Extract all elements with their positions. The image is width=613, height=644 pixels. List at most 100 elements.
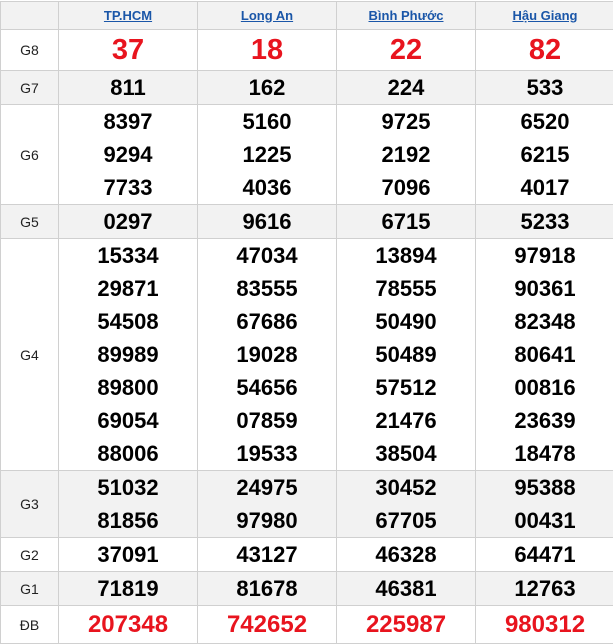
result-number: 57512 xyxy=(337,371,475,404)
prize-label: G5 xyxy=(1,205,59,239)
province-link-hau-giang[interactable]: Hậu Giang xyxy=(512,8,577,23)
result-number: 80641 xyxy=(476,338,613,371)
result-cell: 811 xyxy=(59,71,198,105)
result-number: 21476 xyxy=(337,404,475,437)
province-link-binh-phuoc[interactable]: Bình Phước xyxy=(369,8,444,23)
result-number: 69054 xyxy=(59,404,197,437)
result-number: 00431 xyxy=(476,504,613,537)
result-number: 64471 xyxy=(476,538,613,571)
result-number: 9616 xyxy=(198,205,336,238)
province-link-tphcm[interactable]: TP.HCM xyxy=(104,8,152,23)
result-number: 811 xyxy=(59,71,197,104)
result-number: 8397 xyxy=(59,105,197,138)
result-number: 29871 xyxy=(59,272,197,305)
province-header: Hậu Giang xyxy=(476,2,613,30)
result-number: 82 xyxy=(476,30,613,70)
result-cell: 9616 xyxy=(198,205,337,239)
result-cell: 43127 xyxy=(198,538,337,572)
result-number: 43127 xyxy=(198,538,336,571)
result-number: 19533 xyxy=(198,437,336,470)
result-number: 15334 xyxy=(59,239,197,272)
result-cell: 46381 xyxy=(337,572,476,606)
result-number: 07859 xyxy=(198,404,336,437)
result-number: 81856 xyxy=(59,504,197,537)
result-number: 18 xyxy=(198,30,336,70)
result-cell: 12763 xyxy=(476,572,613,606)
prize-label: G8 xyxy=(1,30,59,71)
result-number: 81678 xyxy=(198,572,336,605)
result-cell: 22 xyxy=(337,30,476,71)
result-number: 5233 xyxy=(476,205,613,238)
result-number: 7096 xyxy=(337,171,475,204)
result-number: 980312 xyxy=(476,606,613,643)
result-number: 51032 xyxy=(59,471,197,504)
result-number: 742652 xyxy=(198,606,336,643)
result-cell: 980312 xyxy=(476,606,613,644)
result-cell: 82 xyxy=(476,30,613,71)
result-cell: 207348 xyxy=(59,606,198,644)
result-cell: 742652 xyxy=(198,606,337,644)
result-number: 54508 xyxy=(59,305,197,338)
province-header: Bình Phước xyxy=(337,2,476,30)
result-number: 1225 xyxy=(198,138,336,171)
result-number: 38504 xyxy=(337,437,475,470)
province-link-long-an[interactable]: Long An xyxy=(241,8,293,23)
result-number: 83555 xyxy=(198,272,336,305)
result-number: 4036 xyxy=(198,171,336,204)
result-number: 78555 xyxy=(337,272,475,305)
header-row: TP.HCM Long An Bình Phước Hậu Giang xyxy=(1,2,613,30)
result-number: 24975 xyxy=(198,471,336,504)
result-number: 71819 xyxy=(59,572,197,605)
result-number: 37 xyxy=(59,30,197,70)
result-number: 82348 xyxy=(476,305,613,338)
province-header: Long An xyxy=(198,2,337,30)
result-number: 533 xyxy=(476,71,613,104)
result-number: 54656 xyxy=(198,371,336,404)
result-number: 67705 xyxy=(337,504,475,537)
prize-label: ĐB xyxy=(1,606,59,644)
result-number: 50489 xyxy=(337,338,475,371)
result-number: 23639 xyxy=(476,404,613,437)
result-number: 6715 xyxy=(337,205,475,238)
result-number: 90361 xyxy=(476,272,613,305)
result-number: 47034 xyxy=(198,239,336,272)
result-number: 162 xyxy=(198,71,336,104)
result-cell: 37 xyxy=(59,30,198,71)
result-number: 89800 xyxy=(59,371,197,404)
result-cell: 533 xyxy=(476,71,613,105)
result-number: 7733 xyxy=(59,171,197,204)
province-header: TP.HCM xyxy=(59,2,198,30)
result-cell: 224 xyxy=(337,71,476,105)
result-number: 22 xyxy=(337,30,475,70)
result-number: 224 xyxy=(337,71,475,104)
prize-label: G3 xyxy=(1,471,59,538)
result-cell: 64471 xyxy=(476,538,613,572)
result-number: 207348 xyxy=(59,606,197,643)
result-number: 95388 xyxy=(476,471,613,504)
result-number: 19028 xyxy=(198,338,336,371)
result-number: 9294 xyxy=(59,138,197,171)
result-number: 00816 xyxy=(476,371,613,404)
result-number: 30452 xyxy=(337,471,475,504)
result-number: 5160 xyxy=(198,105,336,138)
prize-label: G1 xyxy=(1,572,59,606)
result-cell: 71819 xyxy=(59,572,198,606)
result-number: 89989 xyxy=(59,338,197,371)
result-cell: 6715 xyxy=(337,205,476,239)
prize-label: G4 xyxy=(1,239,59,471)
result-number: 97918 xyxy=(476,239,613,272)
